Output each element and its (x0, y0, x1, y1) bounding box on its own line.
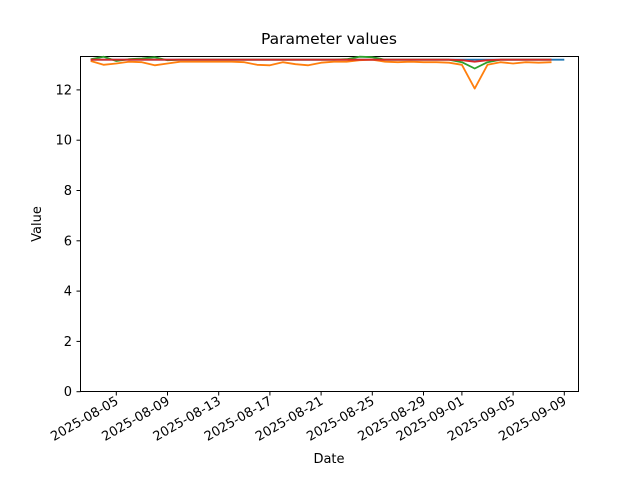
chart-title: Parameter values (261, 30, 397, 48)
y-axis-label: Value (30, 206, 45, 242)
series-line-red (90, 58, 552, 63)
y-tick-label: 0 (64, 385, 72, 400)
y-tick-label: 2 (64, 335, 72, 350)
axes-spines (80, 56, 579, 392)
y-tick-label: 8 (64, 184, 72, 199)
series-line-orange (90, 58, 552, 90)
y-tick-label: 12 (55, 83, 72, 98)
y-tick-label: 10 (55, 134, 72, 149)
x-axis-label: Date (313, 452, 345, 467)
y-tick-label: 6 (64, 234, 72, 249)
y-tick-label: 4 (64, 285, 72, 300)
